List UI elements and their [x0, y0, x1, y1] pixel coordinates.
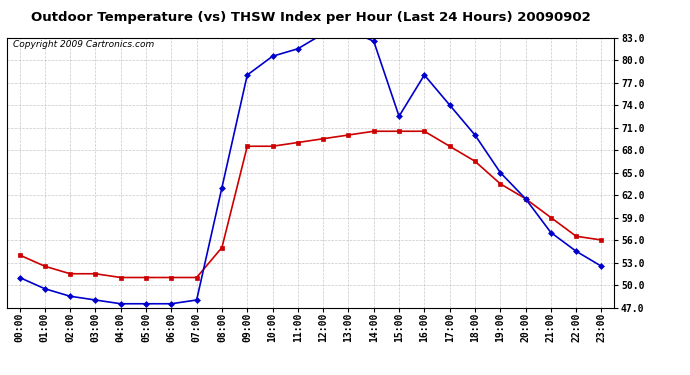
- Text: Copyright 2009 Cartronics.com: Copyright 2009 Cartronics.com: [13, 40, 155, 49]
- Text: Outdoor Temperature (vs) THSW Index per Hour (Last 24 Hours) 20090902: Outdoor Temperature (vs) THSW Index per …: [30, 11, 591, 24]
